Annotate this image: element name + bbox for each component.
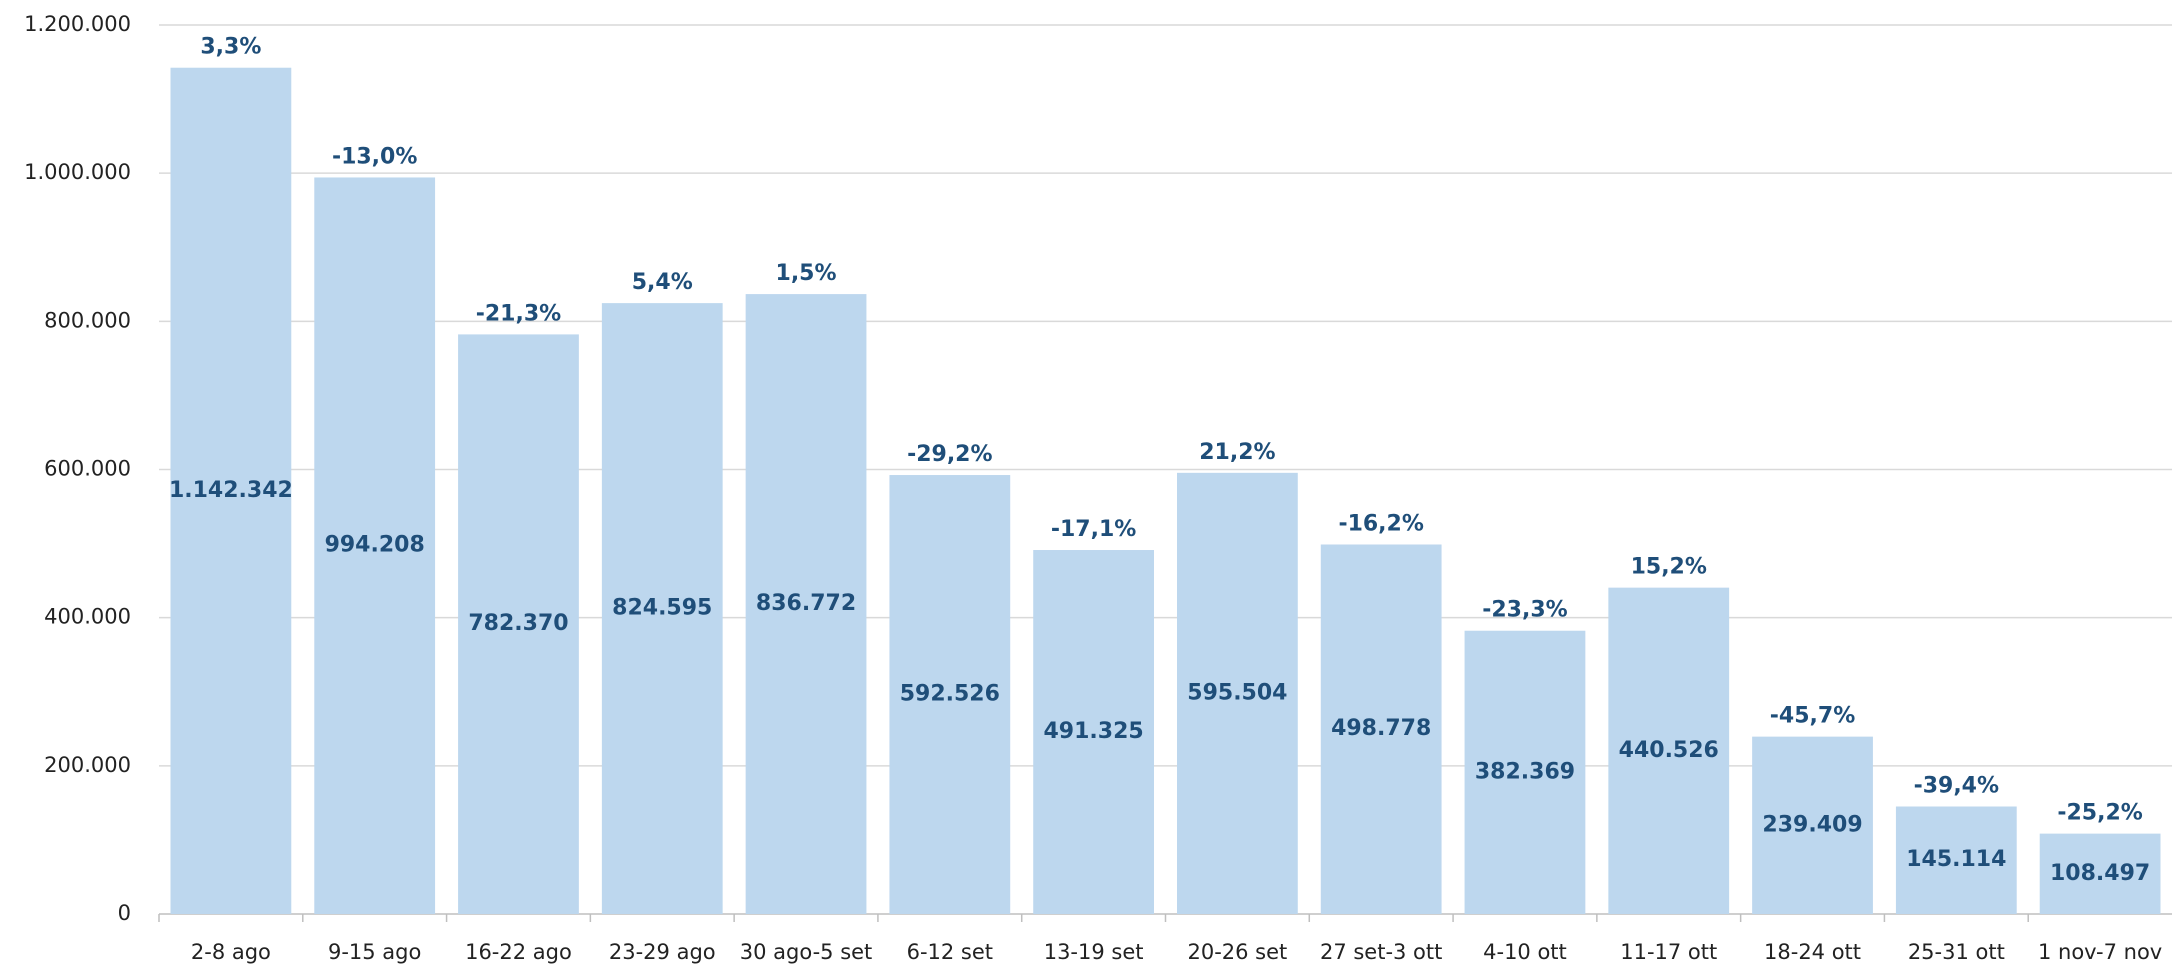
bar — [601, 303, 723, 914]
x-tick-label: 25-31 ott — [1908, 940, 2005, 964]
y-tick-label: 200.000 — [44, 753, 131, 777]
x-tick-label: 1 nov-7 nov — [2038, 940, 2162, 964]
x-tick-label: 13-19 set — [1044, 940, 1144, 964]
y-tick-label: 800.000 — [44, 308, 131, 332]
bar — [889, 475, 1011, 914]
data-label: 994.208 — [325, 533, 425, 558]
change-label: -23,3% — [1482, 598, 1567, 623]
data-label: 824.595 — [612, 596, 712, 621]
x-tick-label: 23-29 ago — [609, 940, 716, 964]
x-tick-label: 30 ago-5 set — [740, 940, 873, 964]
data-label: 108.497 — [2050, 861, 2150, 886]
data-label: 440.526 — [1619, 738, 1719, 763]
y-tick-label: 1.000.000 — [24, 160, 131, 184]
data-label: 782.370 — [468, 611, 568, 636]
bar — [2039, 833, 2161, 914]
x-tick-label: 18-24 ott — [1764, 940, 1861, 964]
y-tick-label: 1.200.000 — [24, 12, 131, 36]
change-label: 1,5% — [776, 261, 837, 286]
bar — [1752, 736, 1873, 914]
change-label: -13,0% — [332, 144, 417, 169]
bar — [1177, 472, 1298, 914]
bar — [170, 67, 292, 914]
bar — [1464, 630, 1586, 914]
data-label: 595.504 — [1187, 680, 1287, 705]
x-tick-label: 16-22 ago — [465, 940, 572, 964]
x-tick-label: 9-15 ago — [328, 940, 421, 964]
change-label: 15,2% — [1631, 555, 1707, 580]
x-tick-label: 4-10 ott — [1483, 940, 1567, 964]
change-label: 5,4% — [632, 270, 693, 295]
change-label: 21,2% — [1199, 440, 1275, 465]
y-tick-label: 400.000 — [44, 605, 131, 629]
bar — [1320, 544, 1442, 914]
data-label: 145.114 — [1906, 847, 2006, 872]
x-tick-label: 2-8 ago — [191, 940, 271, 964]
change-label: -25,2% — [2057, 801, 2142, 826]
data-label: 382.369 — [1475, 759, 1575, 784]
change-label: 3,3% — [200, 35, 261, 60]
bar — [458, 334, 579, 914]
data-label: 498.778 — [1331, 716, 1431, 741]
x-tick-label: 6-12 set — [907, 940, 993, 964]
data-label: 1.142.342 — [169, 478, 293, 503]
x-tick-label: 20-26 set — [1187, 940, 1287, 964]
change-label: -39,4% — [1914, 773, 1999, 798]
data-label: 491.325 — [1044, 719, 1144, 744]
x-tick-label: 27 set-3 ott — [1320, 940, 1442, 964]
x-tick-label: 11-17 ott — [1620, 940, 1717, 964]
y-tick-label: 0 — [118, 901, 131, 925]
change-label: -16,2% — [1338, 511, 1423, 536]
bar — [1895, 806, 2017, 914]
data-label: 836.772 — [756, 591, 856, 616]
change-label: -21,3% — [476, 301, 561, 326]
data-label: 592.526 — [900, 682, 1000, 707]
change-label: -29,2% — [907, 442, 992, 467]
bar — [745, 294, 867, 914]
bar — [1033, 550, 1154, 914]
bar — [314, 177, 436, 914]
bar — [1608, 587, 1730, 914]
change-label: -17,1% — [1051, 517, 1136, 542]
data-label: 239.409 — [1762, 812, 1862, 837]
change-label: -45,7% — [1770, 704, 1855, 729]
y-tick-label: 600.000 — [44, 457, 131, 481]
